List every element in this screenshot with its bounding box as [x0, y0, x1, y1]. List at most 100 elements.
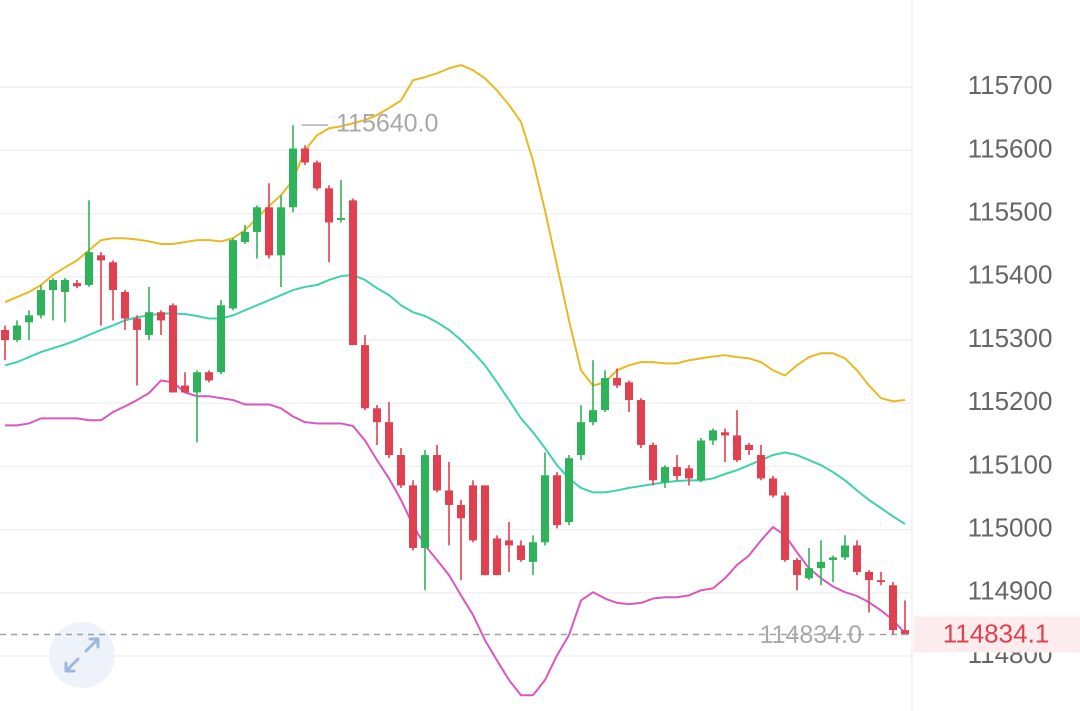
- y-tick-label: 115700: [968, 70, 1053, 100]
- candle-body: [493, 538, 501, 576]
- candle-body: [697, 440, 705, 481]
- candle-body: [817, 561, 825, 569]
- candle-body: [601, 377, 609, 411]
- candle-body: [229, 240, 237, 309]
- candle-body: [217, 305, 225, 373]
- candle-body: [13, 325, 21, 341]
- candle-body: [769, 478, 777, 496]
- y-tick-label: 115000: [968, 512, 1053, 542]
- candle-body: [133, 318, 141, 330]
- candle-body: [277, 207, 285, 256]
- candle-body: [649, 444, 657, 481]
- candle-body: [373, 408, 381, 423]
- candle-body: [97, 255, 105, 261]
- candle-body: [661, 467, 669, 483]
- candle-body: [157, 312, 165, 321]
- candle-body: [853, 545, 861, 572]
- candle-body: [565, 458, 573, 523]
- candle-body: [385, 422, 393, 456]
- last-price-label: 114834.1: [943, 618, 1050, 648]
- expand-button-bg: [49, 622, 115, 688]
- band-line: [5, 379, 906, 697]
- candle-body: [709, 430, 717, 441]
- candle-body: [37, 290, 45, 316]
- candle-body: [109, 262, 117, 291]
- candle-body: [325, 188, 333, 223]
- candle-body: [445, 490, 453, 505]
- candle-body: [301, 148, 309, 163]
- candle-body: [829, 557, 837, 560]
- candle-body: [901, 630, 909, 635]
- candle-body: [49, 279, 57, 291]
- min-marker-label: 114834.0: [760, 621, 862, 649]
- candle-body: [889, 585, 897, 631]
- candle-body: [85, 252, 93, 286]
- candle-body: [841, 545, 849, 558]
- candle-body: [61, 279, 69, 292]
- candle-body: [433, 455, 441, 491]
- candle-body: [397, 455, 405, 486]
- y-tick-label: 115600: [968, 133, 1053, 163]
- candles: [1, 125, 909, 635]
- candle-body: [421, 455, 429, 548]
- candle-body: [589, 410, 597, 423]
- y-tick-label: 114900: [968, 576, 1053, 606]
- overlay: 115640.0 114834.0 114834.1: [0, 110, 1080, 653]
- last-price-box: [914, 616, 1080, 653]
- candle-body: [241, 231, 249, 243]
- candle-body: [637, 400, 645, 445]
- candle-body: [865, 571, 873, 581]
- expand-button[interactable]: [49, 622, 115, 688]
- candle-body: [577, 422, 585, 456]
- candle-body: [541, 475, 549, 543]
- y-tick-label: 115300: [968, 323, 1053, 353]
- band-line: [4, 64, 906, 403]
- y-tick-label: 115200: [968, 386, 1053, 416]
- candle-body: [481, 485, 489, 576]
- candle-body: [517, 545, 525, 560]
- candle-body: [205, 372, 213, 381]
- y-tick-label: 115100: [968, 449, 1053, 479]
- candle-body: [781, 495, 789, 560]
- candle-body: [673, 467, 681, 476]
- candle-body: [121, 291, 129, 319]
- candle-body: [265, 207, 273, 256]
- y-tick-label: 115500: [968, 196, 1053, 226]
- candle-body: [469, 485, 477, 541]
- candle-body: [181, 385, 189, 393]
- candle-body: [529, 542, 537, 562]
- candle-body: [289, 148, 297, 208]
- candle-body: [457, 504, 465, 519]
- candle-body: [505, 540, 513, 546]
- candle-body: [145, 312, 153, 335]
- candle-body: [877, 580, 885, 583]
- candle-body: [337, 218, 345, 220]
- candle-body: [361, 345, 369, 409]
- candle-body: [169, 305, 177, 393]
- bands: [4, 64, 906, 697]
- candle-body: [25, 315, 33, 323]
- band-line: [4, 273, 906, 525]
- candle-body: [793, 559, 801, 576]
- candle-body: [805, 568, 813, 579]
- max-marker-label: 115640.0: [336, 110, 438, 138]
- candle-body: [733, 435, 741, 461]
- candle-body: [625, 382, 633, 401]
- candle-body: [553, 475, 561, 526]
- candle-body: [1, 329, 9, 341]
- candle-body: [193, 372, 201, 393]
- candle-body: [757, 455, 765, 479]
- candle-body: [721, 432, 729, 436]
- candle-body: [685, 468, 693, 479]
- expand-icon: [64, 637, 100, 673]
- candle-body: [613, 377, 621, 386]
- candle-body: [253, 207, 261, 232]
- candle-body: [73, 283, 81, 287]
- candle-body: [313, 162, 321, 189]
- candle-body: [349, 200, 357, 346]
- candle-body: [409, 485, 417, 548]
- y-tick-label: 115400: [968, 260, 1053, 290]
- candle-body: [745, 444, 753, 450]
